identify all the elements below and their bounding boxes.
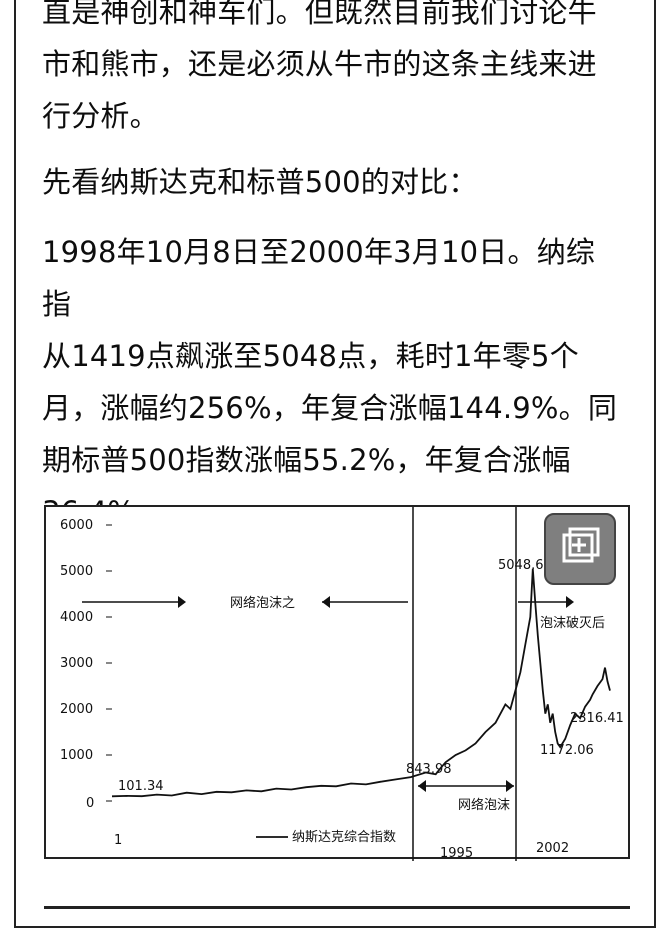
mid-value-label: 843.98 [406, 762, 452, 777]
peak-value-label: 5048.62 [498, 558, 552, 573]
article-text: 直是神创和神车们。但既然目前我们讨论牛 市和熊市，还是必须从牛市的这条主线来进 … [42, 0, 622, 142]
y-tick-label: 0 [86, 796, 94, 811]
bubble-label: 网络泡沫 [458, 797, 510, 813]
article-text: 1998年10月8日至2000年3月10日。纳综指 从1419点飙涨至5048点… [42, 226, 622, 538]
text-line: 从1419点飙涨至5048点，耗时1年零5个 [42, 339, 579, 373]
trough-value-label: 1172.06 [540, 743, 594, 758]
text-line: 行分析。 [42, 99, 159, 133]
text-line: 直是神创和神车们。但既然目前我们讨论牛 [42, 0, 597, 29]
arrow-head [566, 596, 574, 608]
y-tick-label: 5000 [60, 564, 93, 579]
y-tick-label: 4000 [60, 610, 93, 625]
start-value-label: 101.34 [118, 779, 164, 794]
late-value-label: 2316.41 [570, 711, 624, 726]
arrow-head-left [418, 780, 426, 792]
y-tick-label: 2000 [60, 702, 93, 717]
arrow-head [178, 596, 186, 608]
chart-svg: 6000 5000 4000 3000 2000 1000 0 网络泡沫之 泡沫… [60, 507, 624, 861]
text-line: 月，涨幅约256%，年复合涨幅144.9%。同 [42, 391, 618, 425]
arrow-head-right [506, 780, 514, 792]
y-tick-label: 3000 [60, 656, 93, 671]
picture-frame-icon [562, 527, 600, 563]
legend-label: 纳斯达克综合指数 [292, 830, 396, 845]
x-label: 1 [114, 833, 122, 848]
pre-bubble-label: 网络泡沫之 [230, 595, 295, 611]
arrow-left-pre-bubble [82, 596, 186, 608]
section-divider [44, 906, 630, 909]
text-line: 期标普500指数涨幅55.2%，年复合涨幅 [42, 443, 571, 477]
arrow-pre-bubble-label [322, 596, 408, 608]
text-line: 1998年10月8日至2000年3月10日。纳综指 [42, 235, 596, 321]
text-line: 先看纳斯达克和标普500的对比： [42, 165, 478, 199]
arrow-bubble-span [418, 780, 514, 792]
y-tick-label: 6000 [60, 518, 93, 533]
text-line: 市和熊市，还是必须从牛市的这条主线来进 [42, 47, 597, 81]
arrow-head [322, 596, 330, 608]
nasdaq-chart[interactable]: 6000 5000 4000 3000 2000 1000 0 网络泡沫之 泡沫… [44, 505, 630, 861]
post-bubble-label: 泡沫破灭后 [540, 616, 605, 631]
x-label: 1995 [440, 846, 473, 861]
arrow-post-bubble [518, 596, 574, 608]
y-tick-label: 1000 [60, 748, 93, 763]
image-badge[interactable] [544, 513, 616, 585]
x-label: 2002 [536, 841, 569, 856]
nasdaq-series-line [111, 568, 611, 798]
article-text: 先看纳斯达克和标普500的对比： [42, 156, 622, 208]
